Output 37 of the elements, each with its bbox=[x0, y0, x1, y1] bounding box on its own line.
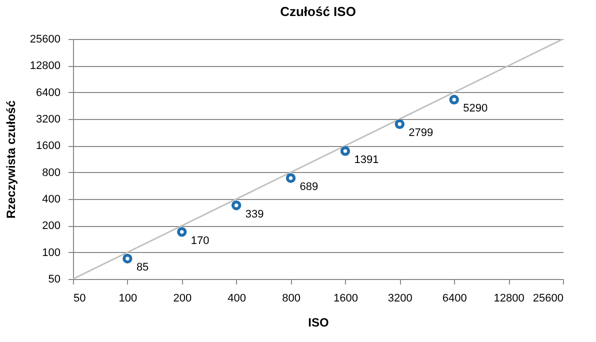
y-tick-label: 3200 bbox=[36, 114, 60, 126]
x-tick-label: 25600 bbox=[532, 292, 564, 304]
x-tick-label: 1600 bbox=[333, 292, 358, 304]
y-tick-label: 200 bbox=[42, 220, 60, 232]
data-label: 339 bbox=[245, 208, 264, 220]
y-tick-label: 12800 bbox=[30, 60, 60, 72]
x-tick-label: 100 bbox=[118, 292, 138, 304]
point bbox=[286, 173, 296, 183]
point bbox=[231, 200, 242, 210]
y-tick-label: 6400 bbox=[36, 86, 60, 99]
point bbox=[177, 227, 187, 237]
x-tick-label: 800 bbox=[282, 292, 300, 304]
data-label: 85 bbox=[136, 262, 149, 274]
data-label: 689 bbox=[300, 181, 318, 194]
x-axis-title: ISO bbox=[308, 316, 329, 330]
x-tick-label: 400 bbox=[228, 292, 246, 304]
y-tick-label: 25600 bbox=[30, 34, 60, 46]
x-tick-label: 12800 bbox=[494, 292, 524, 304]
y-tick-label: 400 bbox=[42, 194, 60, 206]
data-label: 1391 bbox=[354, 154, 379, 166]
y-tick-label: 50 bbox=[48, 274, 60, 286]
x-tick-label: 6400 bbox=[442, 292, 467, 304]
data-label: 2799 bbox=[408, 127, 434, 140]
y-axis-title: Rzeczywista czułość bbox=[4, 100, 18, 219]
point bbox=[122, 254, 132, 264]
point bbox=[394, 119, 405, 129]
point bbox=[449, 94, 459, 105]
x-tick-label: 50 bbox=[74, 292, 86, 304]
y-tick-label: 800 bbox=[42, 166, 60, 179]
y-tick-label: 1600 bbox=[36, 140, 60, 152]
y-tick-label: 100 bbox=[42, 246, 60, 259]
data-label: 5290 bbox=[463, 102, 488, 115]
chart-title: Czułość ISO bbox=[280, 4, 356, 19]
data-label: 170 bbox=[190, 234, 210, 247]
x-tick-label: 3200 bbox=[388, 292, 412, 304]
point bbox=[340, 146, 350, 156]
x-tick-label: 200 bbox=[173, 292, 192, 304]
